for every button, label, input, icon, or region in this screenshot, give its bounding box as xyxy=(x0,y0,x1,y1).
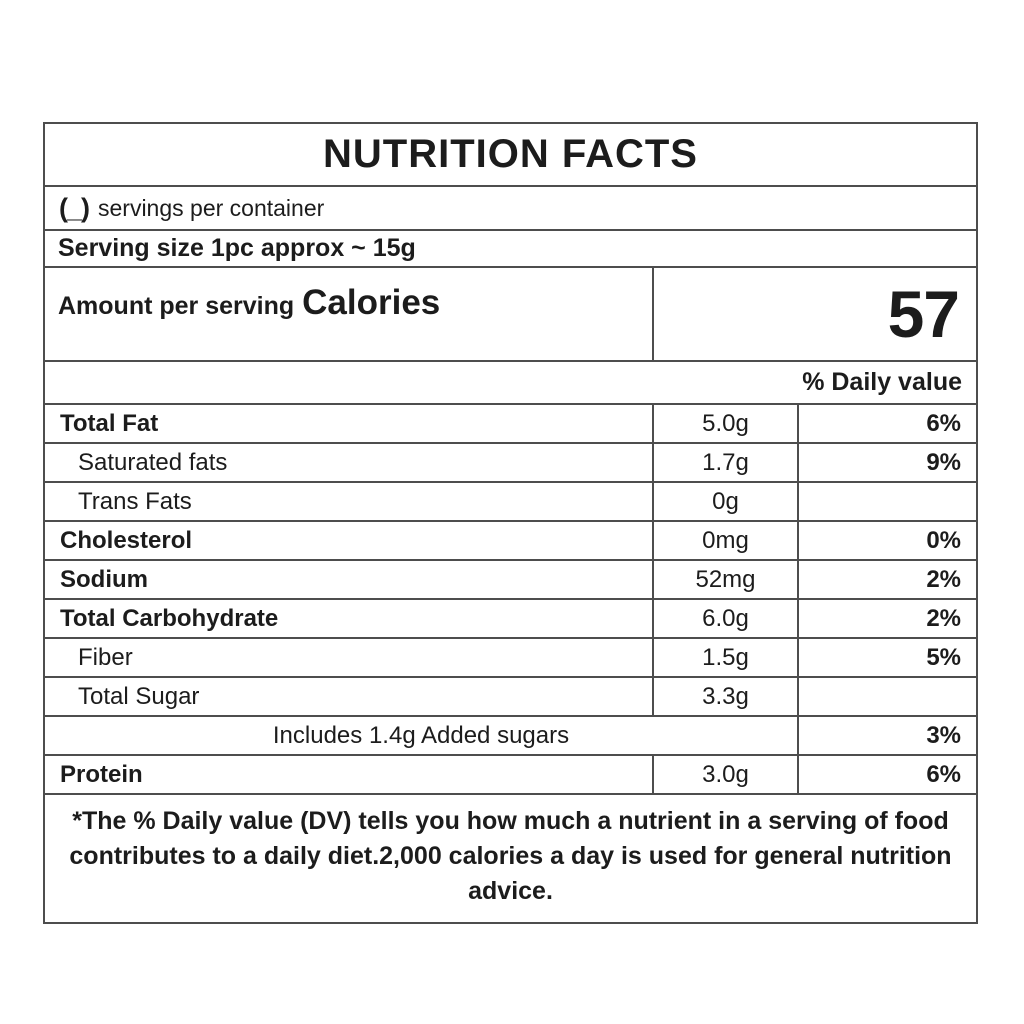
nutrient-row: Total Fat 5.0g 6% xyxy=(45,403,976,442)
nutrient-dv: 9% xyxy=(926,448,961,476)
servings-count-placeholder: (_) xyxy=(59,192,90,223)
calories-left-cell: Amount per serving Calories xyxy=(45,268,652,360)
nutrient-name: Total Sugar xyxy=(78,682,200,710)
nutrient-name: Protein xyxy=(60,760,143,788)
nutrient-name: Sodium xyxy=(60,565,148,593)
nutrient-dv: 3% xyxy=(926,721,961,749)
nutrient-amount: 0mg xyxy=(652,522,799,559)
servings-per-container-text: servings per container xyxy=(98,194,325,221)
nutrient-amount: 52mg xyxy=(652,561,799,598)
nutrient-row: Sodium 52mg 2% xyxy=(45,559,976,598)
calories-label: Calories xyxy=(302,283,441,322)
nutrition-facts-label: NUTRITION FACTS (_) servings per contain… xyxy=(43,122,978,924)
nutrient-name: Total Carbohydrate xyxy=(60,604,279,632)
nutrient-amount: 5.0g xyxy=(652,405,799,442)
nutrient-dv: 6% xyxy=(926,409,961,437)
nutrient-row: Protein 3.0g 6% xyxy=(45,754,976,793)
nutrient-dv xyxy=(799,483,976,520)
nutrient-name: Saturated fats xyxy=(78,448,228,476)
nutrient-amount: 3.0g xyxy=(652,756,799,793)
nutrient-amount: 3.3g xyxy=(652,678,799,715)
nutrient-dv: 6% xyxy=(926,760,961,788)
nutrient-row: Total Sugar 3.3g xyxy=(45,676,976,715)
daily-value-footnote: *The % Daily value (DV) tells you how mu… xyxy=(45,793,976,922)
nutrient-name: Total Fat xyxy=(60,409,159,437)
serving-size-row: Serving size 1pc approx ~ 15g xyxy=(45,229,976,266)
nutrient-row: Total Carbohydrate 6.0g 2% xyxy=(45,598,976,637)
nutrient-row: Cholesterol 0mg 0% xyxy=(45,520,976,559)
nutrient-name: Fiber xyxy=(78,643,133,671)
nutrient-amount: 1.7g xyxy=(652,444,799,481)
nutrient-amount: 6.0g xyxy=(652,600,799,637)
nutrient-name: Trans Fats xyxy=(78,487,192,515)
nutrient-amount: 0g xyxy=(652,483,799,520)
nutrient-dv: 5% xyxy=(926,643,961,671)
nutrient-row: Saturated fats 1.7g 9% xyxy=(45,442,976,481)
calories-value: 57 xyxy=(652,268,976,360)
servings-row: (_) servings per container xyxy=(45,185,976,229)
label-title: NUTRITION FACTS xyxy=(323,132,698,176)
calories-row: Amount per serving Calories 57 xyxy=(45,266,976,360)
nutrient-row: Trans Fats 0g xyxy=(45,481,976,520)
nutrient-row: Includes 1.4g Added sugars 3% xyxy=(45,715,976,754)
nutrient-dv: 0% xyxy=(926,526,961,554)
nutrient-name: Includes 1.4g Added sugars xyxy=(45,717,799,754)
nutrient-rows: Total Fat 5.0g 6% Saturated fats 1.7g 9%… xyxy=(45,403,976,793)
daily-value-header: % Daily value xyxy=(45,360,976,403)
amount-per-serving-label: Amount per serving xyxy=(58,292,295,320)
nutrient-row: Fiber 1.5g 5% xyxy=(45,637,976,676)
nutrient-dv: 2% xyxy=(926,565,961,593)
nutrient-dv xyxy=(799,678,976,715)
nutrient-name: Cholesterol xyxy=(60,526,193,554)
nutrient-dv: 2% xyxy=(926,604,961,632)
nutrient-amount: 1.5g xyxy=(652,639,799,676)
